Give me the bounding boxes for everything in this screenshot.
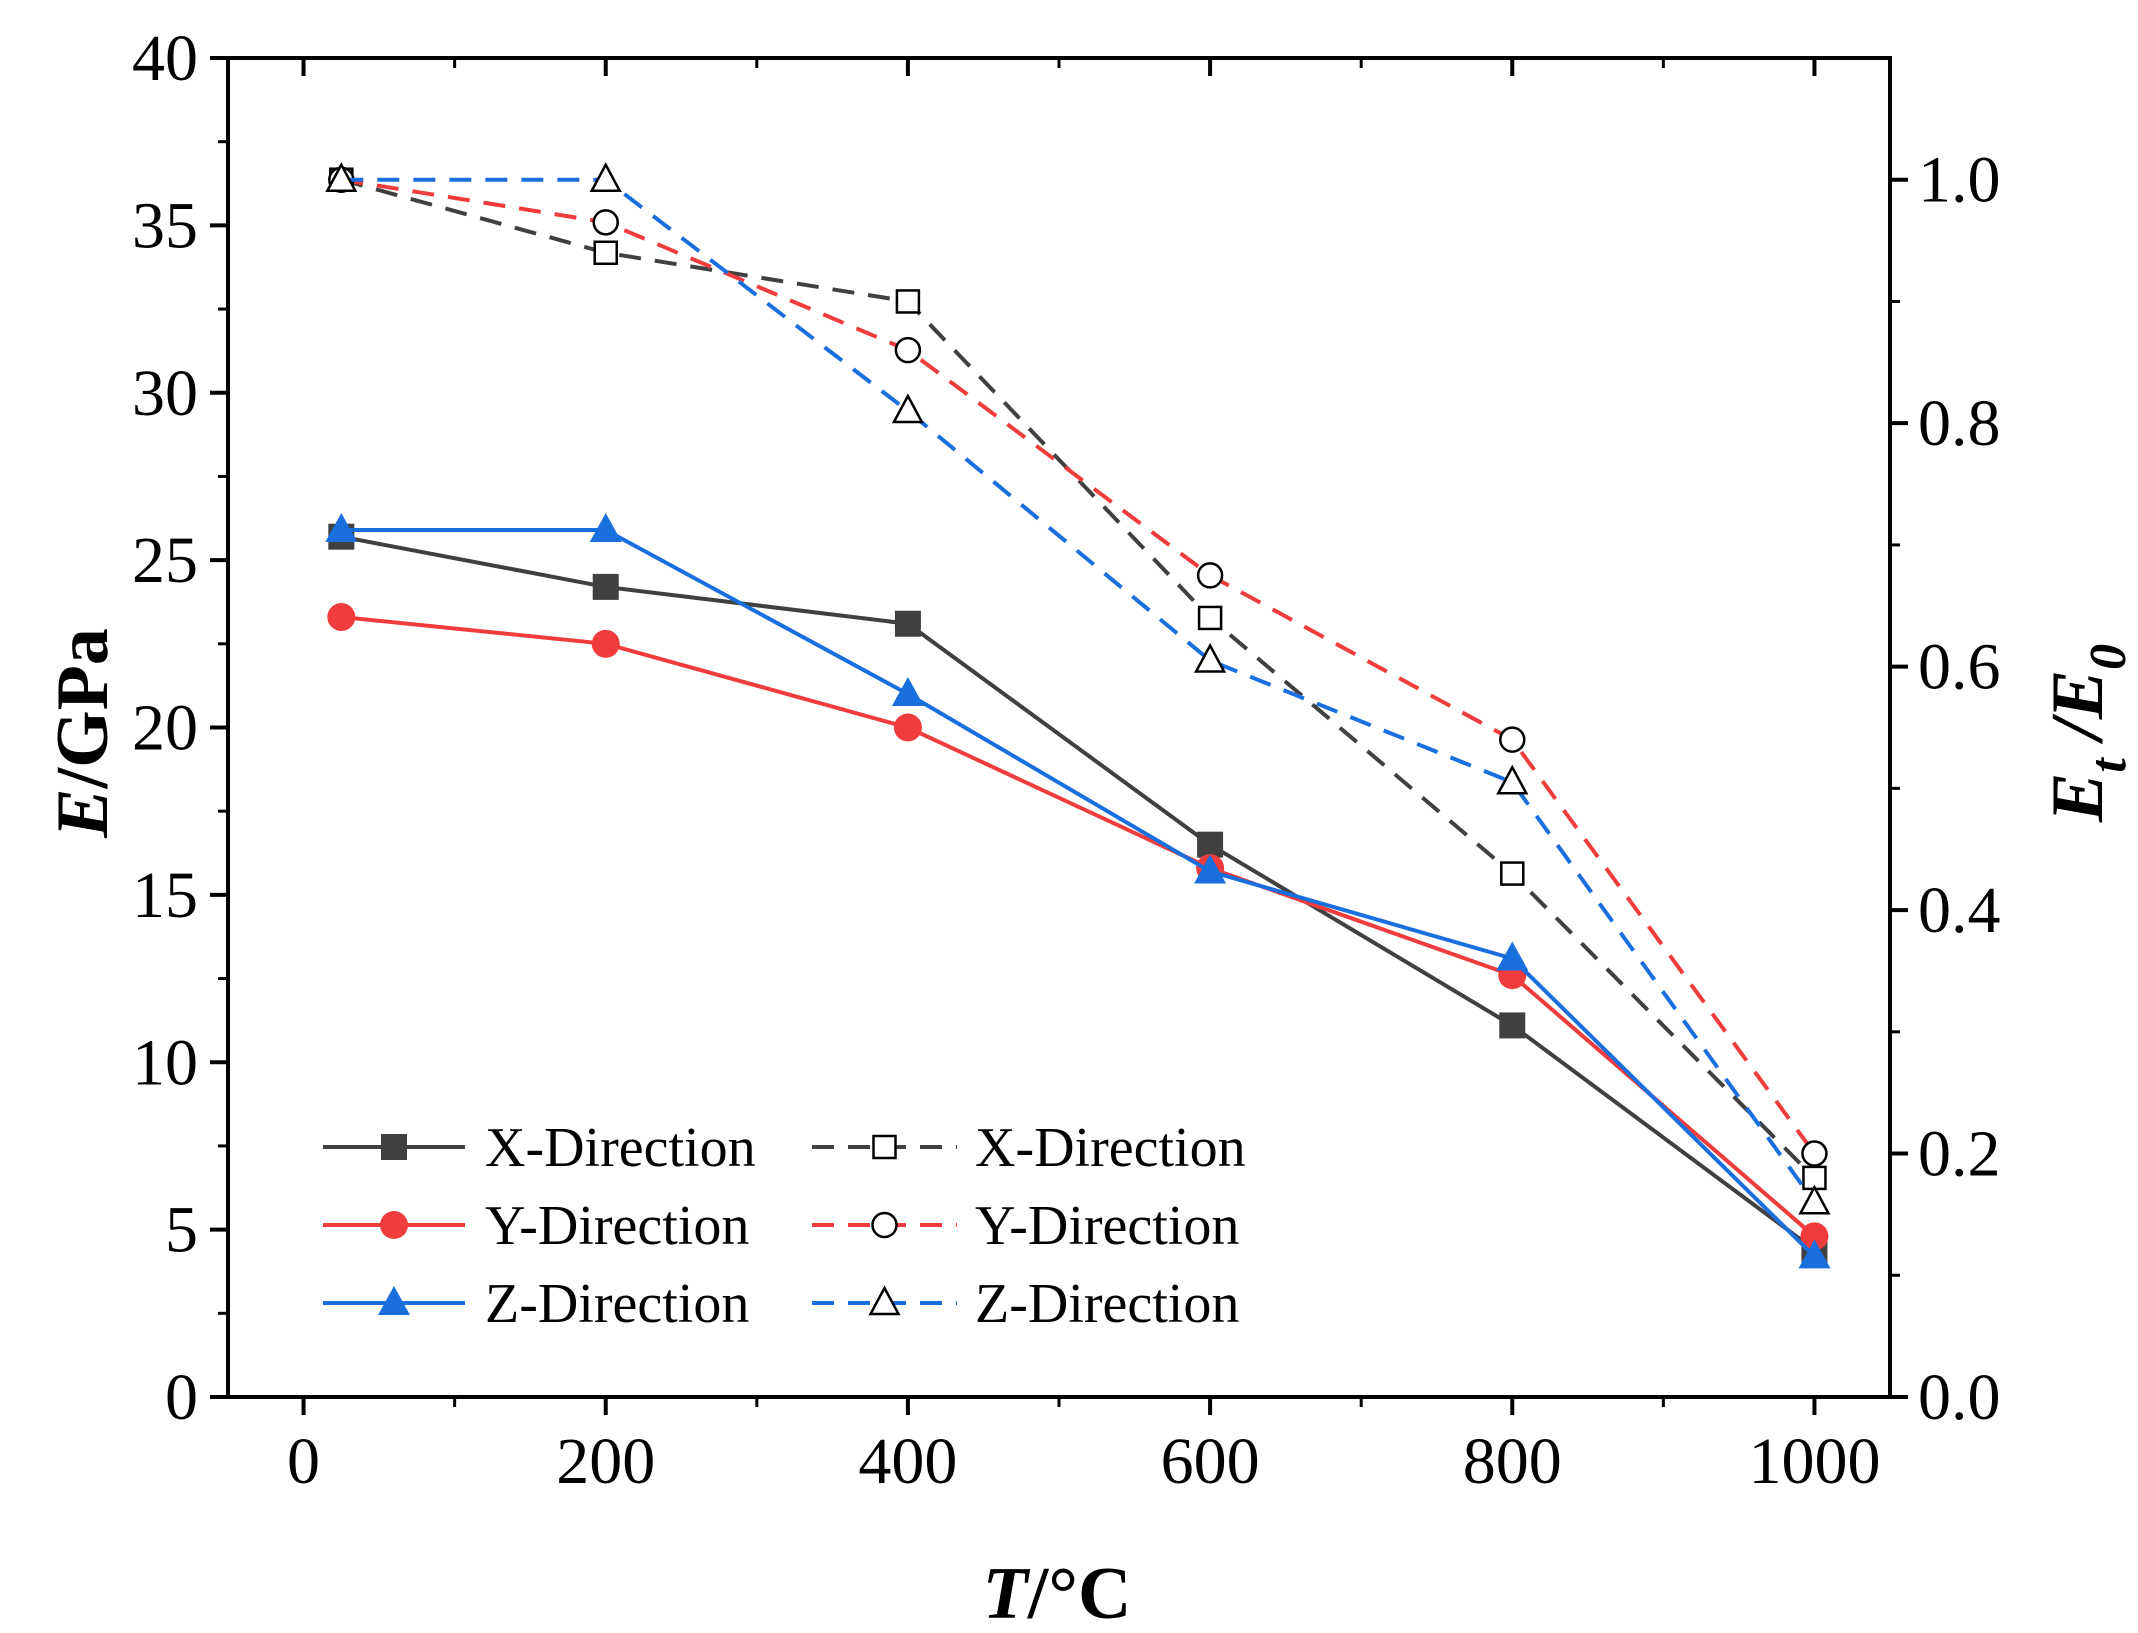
data-point-open-triangle — [1798, 1184, 1831, 1215]
series-left-triangle — [325, 512, 1831, 1269]
y-tick-label: 25 — [132, 524, 198, 597]
legend-swatch-marker — [868, 1285, 901, 1316]
data-point-open-square — [895, 289, 921, 314]
data-point-open-triangle — [1496, 764, 1529, 795]
legend-label: Z-Direction — [485, 1273, 749, 1335]
legend-label: Y-Direction — [975, 1195, 1239, 1257]
y-tick-label: 40 — [132, 22, 198, 95]
data-point-open-circle — [894, 336, 922, 364]
series-line-right-open-square — [340, 177, 1816, 1180]
data-point-triangle — [891, 677, 924, 707]
y2-tick-label: 0.8 — [1918, 387, 2001, 460]
y2-tick-label: 0.4 — [1918, 874, 2001, 947]
legend-swatch-marker — [872, 1134, 897, 1160]
y2-tick-label: 0.0 — [1918, 1361, 2001, 1434]
axes: 0 200 400 600 800 1000 0 5 10 15 20 25 30 35 40 0.0 0.2 0… — [132, 22, 2001, 1498]
y2-tick-label: 1.0 — [1918, 144, 2001, 217]
legend-swatch-marker — [871, 1211, 898, 1239]
data-point-open-circle — [1801, 1140, 1828, 1167]
data-point-open-circle — [592, 209, 619, 236]
legend-item-left-circle: Y-Direction — [323, 1195, 749, 1257]
data-point-square — [1499, 1012, 1526, 1039]
data-point-triangle — [1194, 854, 1227, 884]
data-point-open-triangle — [891, 393, 925, 424]
legend-item-right-open-square: X-Direction — [812, 1117, 1246, 1179]
legend-swatch-marker — [378, 1286, 410, 1315]
data-point-open-circle — [1196, 562, 1224, 589]
data-point-square — [1197, 831, 1224, 858]
data-point-triangle — [325, 512, 358, 542]
series-line-left-triangle — [341, 527, 1816, 1258]
data-point-circle — [327, 603, 356, 632]
data-point-open-square — [1197, 605, 1223, 631]
legend-item-right-open-circle: Y-Direction — [812, 1195, 1239, 1257]
data-point-open-triangle — [589, 162, 622, 192]
series-line-left-circle — [341, 615, 1816, 1238]
y2-tick-label: 0.6 — [1918, 631, 2001, 704]
y-tick-label: 20 — [132, 692, 198, 765]
series-line-right-open-circle — [341, 177, 1817, 1155]
data-point-open-square — [1500, 861, 1525, 886]
y-axis-title: E/GPa — [42, 628, 124, 839]
series-layer — [325, 162, 1831, 1269]
x-tick-label: 0 — [287, 1425, 320, 1498]
legend: X-Direction Y-Direction Z-Direction X-Direc… — [323, 1117, 1246, 1335]
legend-label: Z-Direction — [975, 1273, 1239, 1335]
data-point-open-triangle — [1193, 642, 1227, 673]
legend-item-left-triangle: Z-Direction — [323, 1273, 749, 1335]
x-axis-title: T/°C — [983, 1553, 1132, 1633]
y-tick-label: 0 — [165, 1361, 198, 1434]
y-tick-label: 5 — [165, 1194, 198, 1267]
y-tick-label: 10 — [132, 1026, 198, 1099]
y-tick-label: 15 — [132, 859, 198, 932]
legend-item-left-square: X-Direction — [323, 1117, 756, 1179]
series-right-open-square — [329, 167, 1827, 1191]
x-axis-title-t: T — [983, 1553, 1031, 1633]
data-point-triangle — [589, 512, 622, 542]
legend-label: Y-Direction — [485, 1195, 749, 1257]
data-point-triangle — [1798, 1239, 1831, 1269]
x-tick-label: 1000 — [1748, 1425, 1880, 1498]
x-tick-label: 600 — [1161, 1425, 1260, 1498]
legend-swatch-marker — [380, 1211, 408, 1239]
svg-text:T/°C: T/°C — [983, 1553, 1132, 1633]
x-tick-label: 400 — [858, 1425, 957, 1498]
series-right-open-triangle — [325, 162, 1831, 1215]
data-point-square — [592, 573, 619, 600]
data-point-open-circle — [1499, 726, 1526, 753]
data-point-circle — [591, 629, 620, 658]
series-line-left-square — [340, 534, 1816, 1252]
y-tick-label: 30 — [132, 357, 198, 430]
y-axis-title-e: E — [42, 788, 124, 838]
legend-label: X-Direction — [485, 1117, 756, 1179]
data-point-triangle — [1496, 941, 1529, 971]
y-axis-title-unit: /GPa — [42, 628, 124, 789]
legend-swatch-marker — [381, 1134, 407, 1160]
legend-item-right-open-triangle: Z-Direction — [812, 1273, 1239, 1335]
series-line-right-open-triangle — [341, 177, 1817, 1204]
data-point-circle — [893, 713, 922, 742]
data-point-open-square — [593, 240, 618, 266]
svg-text:E/GPa: E/GPa — [42, 628, 124, 839]
series-right-open-circle — [328, 166, 1828, 1167]
y2-axis-title: Et /E0 — [2037, 644, 2137, 823]
x-tick-label: 800 — [1463, 1425, 1562, 1498]
y2-tick-label: 0.2 — [1918, 1118, 2001, 1191]
x-axis-title-unit: /°C — [1027, 1553, 1132, 1633]
data-point-open-triangle — [325, 162, 358, 192]
svg-text:Et /E0: Et /E0 — [2037, 644, 2137, 823]
y-tick-label: 35 — [132, 189, 198, 262]
data-point-circle — [1800, 1222, 1829, 1251]
legend-label: X-Direction — [975, 1117, 1246, 1179]
data-point-square — [894, 610, 921, 637]
x-tick-label: 200 — [556, 1425, 655, 1498]
